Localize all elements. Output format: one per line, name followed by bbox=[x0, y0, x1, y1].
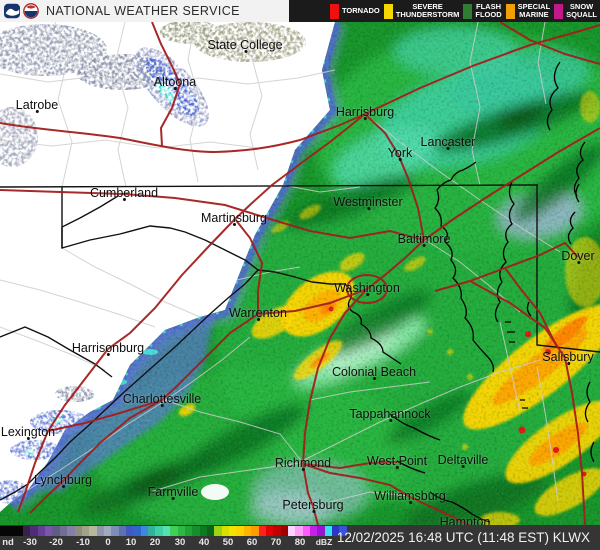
scale-color-segment bbox=[37, 526, 46, 536]
status-bar: nd -30 -20 -10 0 10 20 30 40 50 60 70 80 dBZ 12/02/2… bbox=[0, 525, 600, 550]
scale-color-segment bbox=[339, 526, 347, 536]
scale-color-segment bbox=[133, 526, 141, 536]
scale-color-segment bbox=[67, 526, 75, 536]
scale-color-segment bbox=[324, 526, 333, 536]
scale-color-segment bbox=[221, 526, 230, 536]
highways bbox=[0, 22, 600, 525]
colorbar-tick-row: nd -30 -20 -10 0 10 20 30 40 50 60 70 80 bbox=[0, 536, 347, 549]
warning-legend-item-special-marine: SPECIAL MARINE bbox=[505, 2, 551, 19]
scale-color-segment bbox=[89, 526, 97, 536]
radar-map-canvas[interactable]: State College Altoona Latrobe Harrisburg Lan… bbox=[0, 22, 600, 525]
scale-color-segment bbox=[45, 526, 53, 536]
scale-color-segment bbox=[162, 526, 171, 536]
scale-color-segment bbox=[199, 526, 207, 536]
scale-color-segment bbox=[295, 526, 303, 536]
radar-image bbox=[0, 22, 600, 525]
scale-tick-10: -10 bbox=[76, 537, 90, 548]
colorbar-unit-label: dBZ bbox=[315, 537, 333, 547]
county-lines bbox=[0, 22, 561, 503]
scale-tick-10: 10 bbox=[125, 537, 137, 548]
scale-tick-30: -30 bbox=[23, 537, 37, 548]
scale-tick-30: 30 bbox=[174, 537, 186, 548]
agency-title: NATIONAL WEATHER SERVICE bbox=[46, 4, 240, 18]
scale-color-segment bbox=[148, 526, 156, 536]
scale-color-segment bbox=[317, 526, 325, 536]
scale-tick-60: 60 bbox=[246, 537, 258, 548]
warning-label: FLASH FLOOD bbox=[475, 2, 502, 19]
warning-color-chip bbox=[554, 3, 564, 19]
warning-color-chip bbox=[383, 3, 393, 19]
warning-legend-item-snow-squall: SNOW SQUALL bbox=[554, 3, 597, 19]
scale-color-segment bbox=[287, 526, 296, 536]
warning-label: TORNADO bbox=[341, 6, 380, 15]
warning-label: SPECIAL MARINE bbox=[517, 2, 551, 19]
scale-color-segment bbox=[214, 526, 222, 536]
scale-color-segment bbox=[243, 526, 252, 536]
warning-legend: TORNADO SEVERE THUNDERSTORM FLASH FLOOD SPE… bbox=[289, 0, 600, 22]
scale-tick-0: 0 bbox=[105, 537, 111, 548]
scale-color-segment bbox=[280, 526, 288, 536]
scale-color-segment bbox=[332, 526, 340, 536]
reflectivity-colorbar bbox=[0, 526, 347, 536]
scale-color-segment bbox=[74, 526, 82, 536]
scale-color-segment bbox=[184, 526, 193, 536]
warning-color-chip bbox=[329, 3, 339, 19]
scale-color-segment bbox=[30, 526, 38, 536]
scale-tick-20: -20 bbox=[49, 537, 63, 548]
scale-color-segment bbox=[206, 526, 215, 536]
scale-color-segment bbox=[96, 526, 104, 536]
scale-tick-20: 20 bbox=[149, 537, 161, 548]
scale-color-segment bbox=[118, 526, 127, 536]
scale-color-segment bbox=[52, 526, 60, 536]
scale-color-segment bbox=[155, 526, 163, 536]
warning-legend-item-tornado: TORNADO bbox=[329, 3, 380, 19]
state-borders bbox=[0, 184, 600, 501]
scale-color-segment bbox=[229, 526, 237, 536]
scale-color-segment bbox=[302, 526, 311, 536]
header-branding: NATIONAL WEATHER SERVICE bbox=[0, 0, 289, 22]
snow-band-echoes bbox=[0, 47, 209, 504]
scale-color-segment bbox=[236, 526, 244, 536]
scale-color-segment bbox=[23, 526, 31, 536]
scale-color-segment bbox=[273, 526, 281, 536]
scale-color-segment bbox=[0, 526, 23, 536]
nws-logo-icon bbox=[23, 3, 39, 19]
warning-color-chip bbox=[505, 3, 515, 19]
scale-color-segment bbox=[265, 526, 274, 536]
scale-color-segment bbox=[192, 526, 200, 536]
scale-color-segment bbox=[258, 526, 266, 536]
radar-timestamp: 12/02/2025 16:48 UTC (11:48 EST) KLWX bbox=[336, 530, 590, 545]
scale-color-segment bbox=[111, 526, 119, 536]
scale-color-segment bbox=[310, 526, 318, 536]
warning-legend-item-flash-flood: FLASH FLOOD bbox=[463, 2, 502, 19]
scale-tick-80: 80 bbox=[294, 537, 306, 548]
scale-color-segment bbox=[126, 526, 134, 536]
warning-label: SNOW SQUALL bbox=[566, 2, 597, 19]
scale-tick-70: 70 bbox=[270, 537, 282, 548]
chesapeake-bay-coastline bbox=[344, 61, 595, 523]
scale-color-segment bbox=[103, 526, 112, 536]
noaa-logo-icon bbox=[4, 3, 20, 19]
scale-color-segment bbox=[81, 526, 90, 536]
scale-color-segment bbox=[177, 526, 185, 536]
scale-tick-40: 40 bbox=[198, 537, 210, 548]
scale-color-segment bbox=[59, 526, 68, 536]
warning-legend-item-severe-thunderstorm: SEVERE THUNDERSTORM bbox=[383, 2, 460, 19]
warning-color-chip bbox=[463, 3, 473, 19]
warning-label: SEVERE THUNDERSTORM bbox=[395, 2, 460, 19]
scale-color-segment bbox=[140, 526, 149, 536]
scale-color-segment bbox=[170, 526, 178, 536]
scale-tick-nd: nd bbox=[2, 537, 14, 548]
scale-color-segment bbox=[251, 526, 259, 536]
header-bar: NATIONAL WEATHER SERVICE TORNADO SEVERE T… bbox=[0, 0, 600, 22]
scale-tick-50: 50 bbox=[222, 537, 234, 548]
